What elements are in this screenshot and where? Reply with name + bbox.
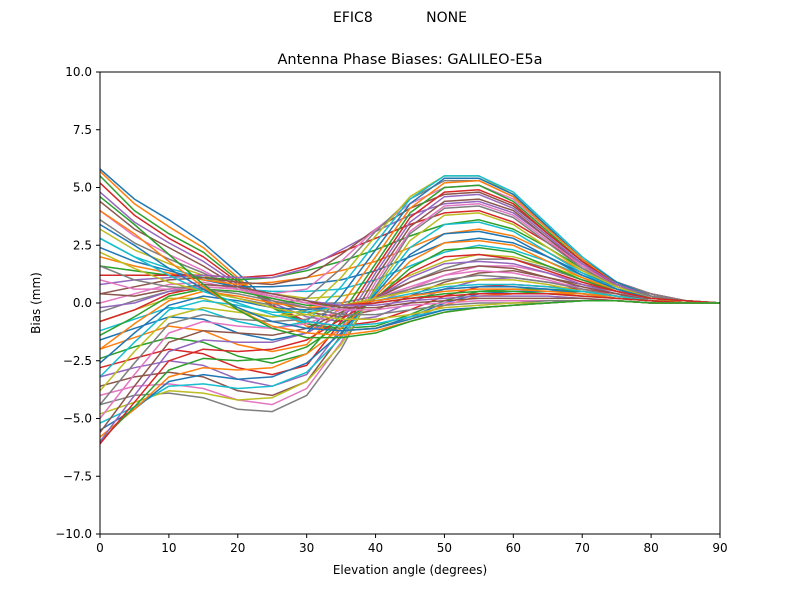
x-axis-label: Elevation angle (degrees)	[333, 563, 487, 577]
suptitle-left: EFIC8	[333, 10, 373, 26]
x-tick-label: 90	[712, 541, 727, 555]
series-line-53	[99, 196, 720, 339]
y-tick-label: 5.0	[73, 181, 92, 195]
y-tick-label: 7.5	[73, 123, 92, 137]
series-line-21	[99, 177, 721, 341]
series-line-31	[99, 230, 721, 431]
series-line-25	[99, 193, 721, 387]
y-tick-label: −7.5	[63, 469, 92, 483]
figure-suptitle: EFIC8 NONE	[0, 10, 800, 26]
x-tick-label: 60	[506, 541, 521, 555]
x-tick-label: 30	[299, 541, 314, 555]
x-tick-label: 70	[575, 541, 590, 555]
y-tick-label: −5.0	[63, 412, 92, 426]
y-tick-label: 0.0	[73, 296, 92, 310]
x-axis: 0 10 20 30 40 50 60 70 80 90	[96, 534, 728, 555]
y-tick-label: 2.5	[73, 238, 92, 252]
y-tick-label: −2.5	[63, 354, 92, 368]
chart-title: Antenna Phase Biases: GALILEO-E5a	[278, 52, 543, 68]
x-tick-label: 0	[96, 541, 104, 555]
x-tick-label: 50	[437, 541, 452, 555]
x-tick-label: 40	[368, 541, 383, 555]
y-axis-label: Bias (mm)	[29, 272, 43, 334]
series-line-29	[99, 212, 721, 415]
y-tick-label: 10.0	[65, 65, 92, 79]
x-tick-label: 10	[161, 541, 176, 555]
y-axis: −10.0 −7.5 −5.0 −2.5 0.0 2.5 5.0 7.5 10.0	[55, 65, 100, 541]
series-line-32	[99, 239, 721, 438]
series-line-20	[99, 175, 721, 332]
series-line-36	[99, 265, 720, 433]
series-line-34	[99, 253, 721, 445]
series-line-40	[99, 283, 720, 378]
suptitle-right: NONE	[426, 10, 467, 26]
x-tick-label: 80	[643, 541, 658, 555]
series-layer	[99, 168, 721, 445]
x-tick-label: 20	[230, 541, 245, 555]
series-line-1	[99, 168, 721, 332]
y-tick-label: −10.0	[55, 527, 92, 541]
